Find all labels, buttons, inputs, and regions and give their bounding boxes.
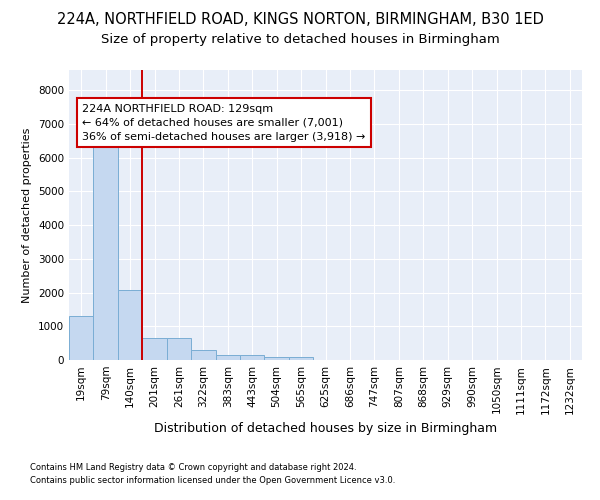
Text: Size of property relative to detached houses in Birmingham: Size of property relative to detached ho… — [101, 32, 499, 46]
Text: Contains public sector information licensed under the Open Government Licence v3: Contains public sector information licen… — [30, 476, 395, 485]
Bar — [142, 338, 167, 360]
Bar — [167, 338, 191, 360]
Bar — [265, 357, 289, 360]
Bar — [118, 290, 142, 360]
Y-axis label: Number of detached properties: Number of detached properties — [22, 128, 32, 302]
Bar — [289, 357, 313, 360]
X-axis label: Distribution of detached houses by size in Birmingham: Distribution of detached houses by size … — [154, 422, 497, 435]
Bar — [94, 138, 118, 360]
Text: 224A NORTHFIELD ROAD: 129sqm
← 64% of detached houses are smaller (7,001)
36% of: 224A NORTHFIELD ROAD: 129sqm ← 64% of de… — [82, 104, 366, 142]
Bar — [69, 316, 94, 360]
Bar — [215, 355, 240, 360]
Bar — [240, 355, 265, 360]
Text: Contains HM Land Registry data © Crown copyright and database right 2024.: Contains HM Land Registry data © Crown c… — [30, 464, 356, 472]
Bar — [191, 350, 215, 360]
Text: 224A, NORTHFIELD ROAD, KINGS NORTON, BIRMINGHAM, B30 1ED: 224A, NORTHFIELD ROAD, KINGS NORTON, BIR… — [56, 12, 544, 28]
